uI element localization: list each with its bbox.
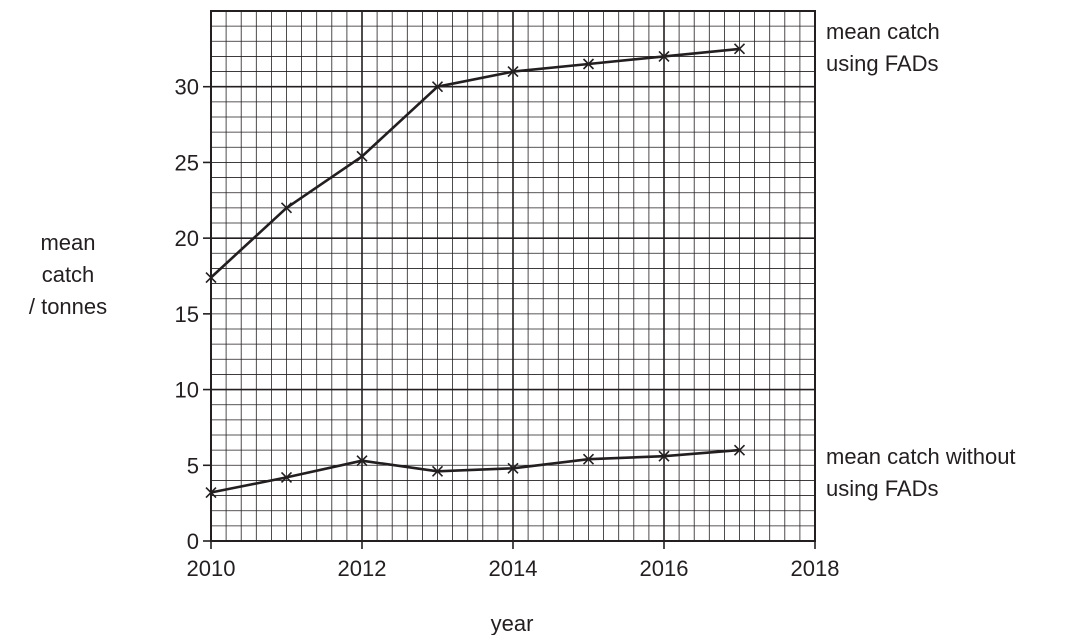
data-point [280, 202, 293, 214]
series-line-0 [210, 47, 740, 279]
series-label-fads-line-1: mean catch [826, 19, 940, 44]
data-point [205, 486, 217, 499]
data-point [280, 471, 293, 483]
series-label-fads-line-2: using FADs [826, 51, 939, 76]
data-point [356, 455, 368, 467]
x-tick-label: 2014 [489, 556, 538, 581]
x-tick-label: 2010 [187, 556, 236, 581]
y-axis-label-line-1: mean [40, 230, 95, 255]
y-axis-ticks: 0 5 10 15 20 25 30 [175, 75, 211, 554]
x-axis-label: year [491, 611, 534, 635]
data-point [356, 150, 368, 162]
data-point [582, 58, 595, 70]
y-tick-label: 0 [187, 529, 199, 554]
data-point [205, 271, 217, 284]
data-point [582, 453, 595, 465]
series-line-1 [210, 448, 740, 494]
data-point [658, 450, 670, 462]
x-tick-label: 2018 [791, 556, 840, 581]
x-axis-ticks: 2010 2012 2014 2016 2018 [187, 541, 840, 581]
data-point [431, 81, 444, 93]
y-tick-label: 15 [175, 302, 199, 327]
data-point [733, 43, 746, 55]
series-label-no-fads-line-1: mean catch without [826, 444, 1016, 469]
series-label-no-fads-line-2: using FADs [826, 476, 939, 501]
data-point [507, 462, 519, 474]
x-tick-label: 2012 [338, 556, 387, 581]
x-tick-label: 2016 [640, 556, 689, 581]
grid [210, 10, 816, 542]
data-point [507, 66, 519, 78]
y-tick-label: 20 [175, 226, 199, 251]
data-point [431, 465, 444, 477]
data-point [658, 50, 670, 62]
y-tick-label: 25 [175, 150, 199, 175]
data-point [733, 444, 746, 456]
y-tick-label: 5 [187, 453, 199, 478]
y-tick-label: 10 [175, 378, 199, 403]
y-axis-label-line-2: catch [42, 262, 95, 287]
series-layer [205, 43, 746, 499]
y-tick-label: 30 [175, 75, 199, 100]
y-axis-label-line-3: / tonnes [29, 294, 107, 319]
